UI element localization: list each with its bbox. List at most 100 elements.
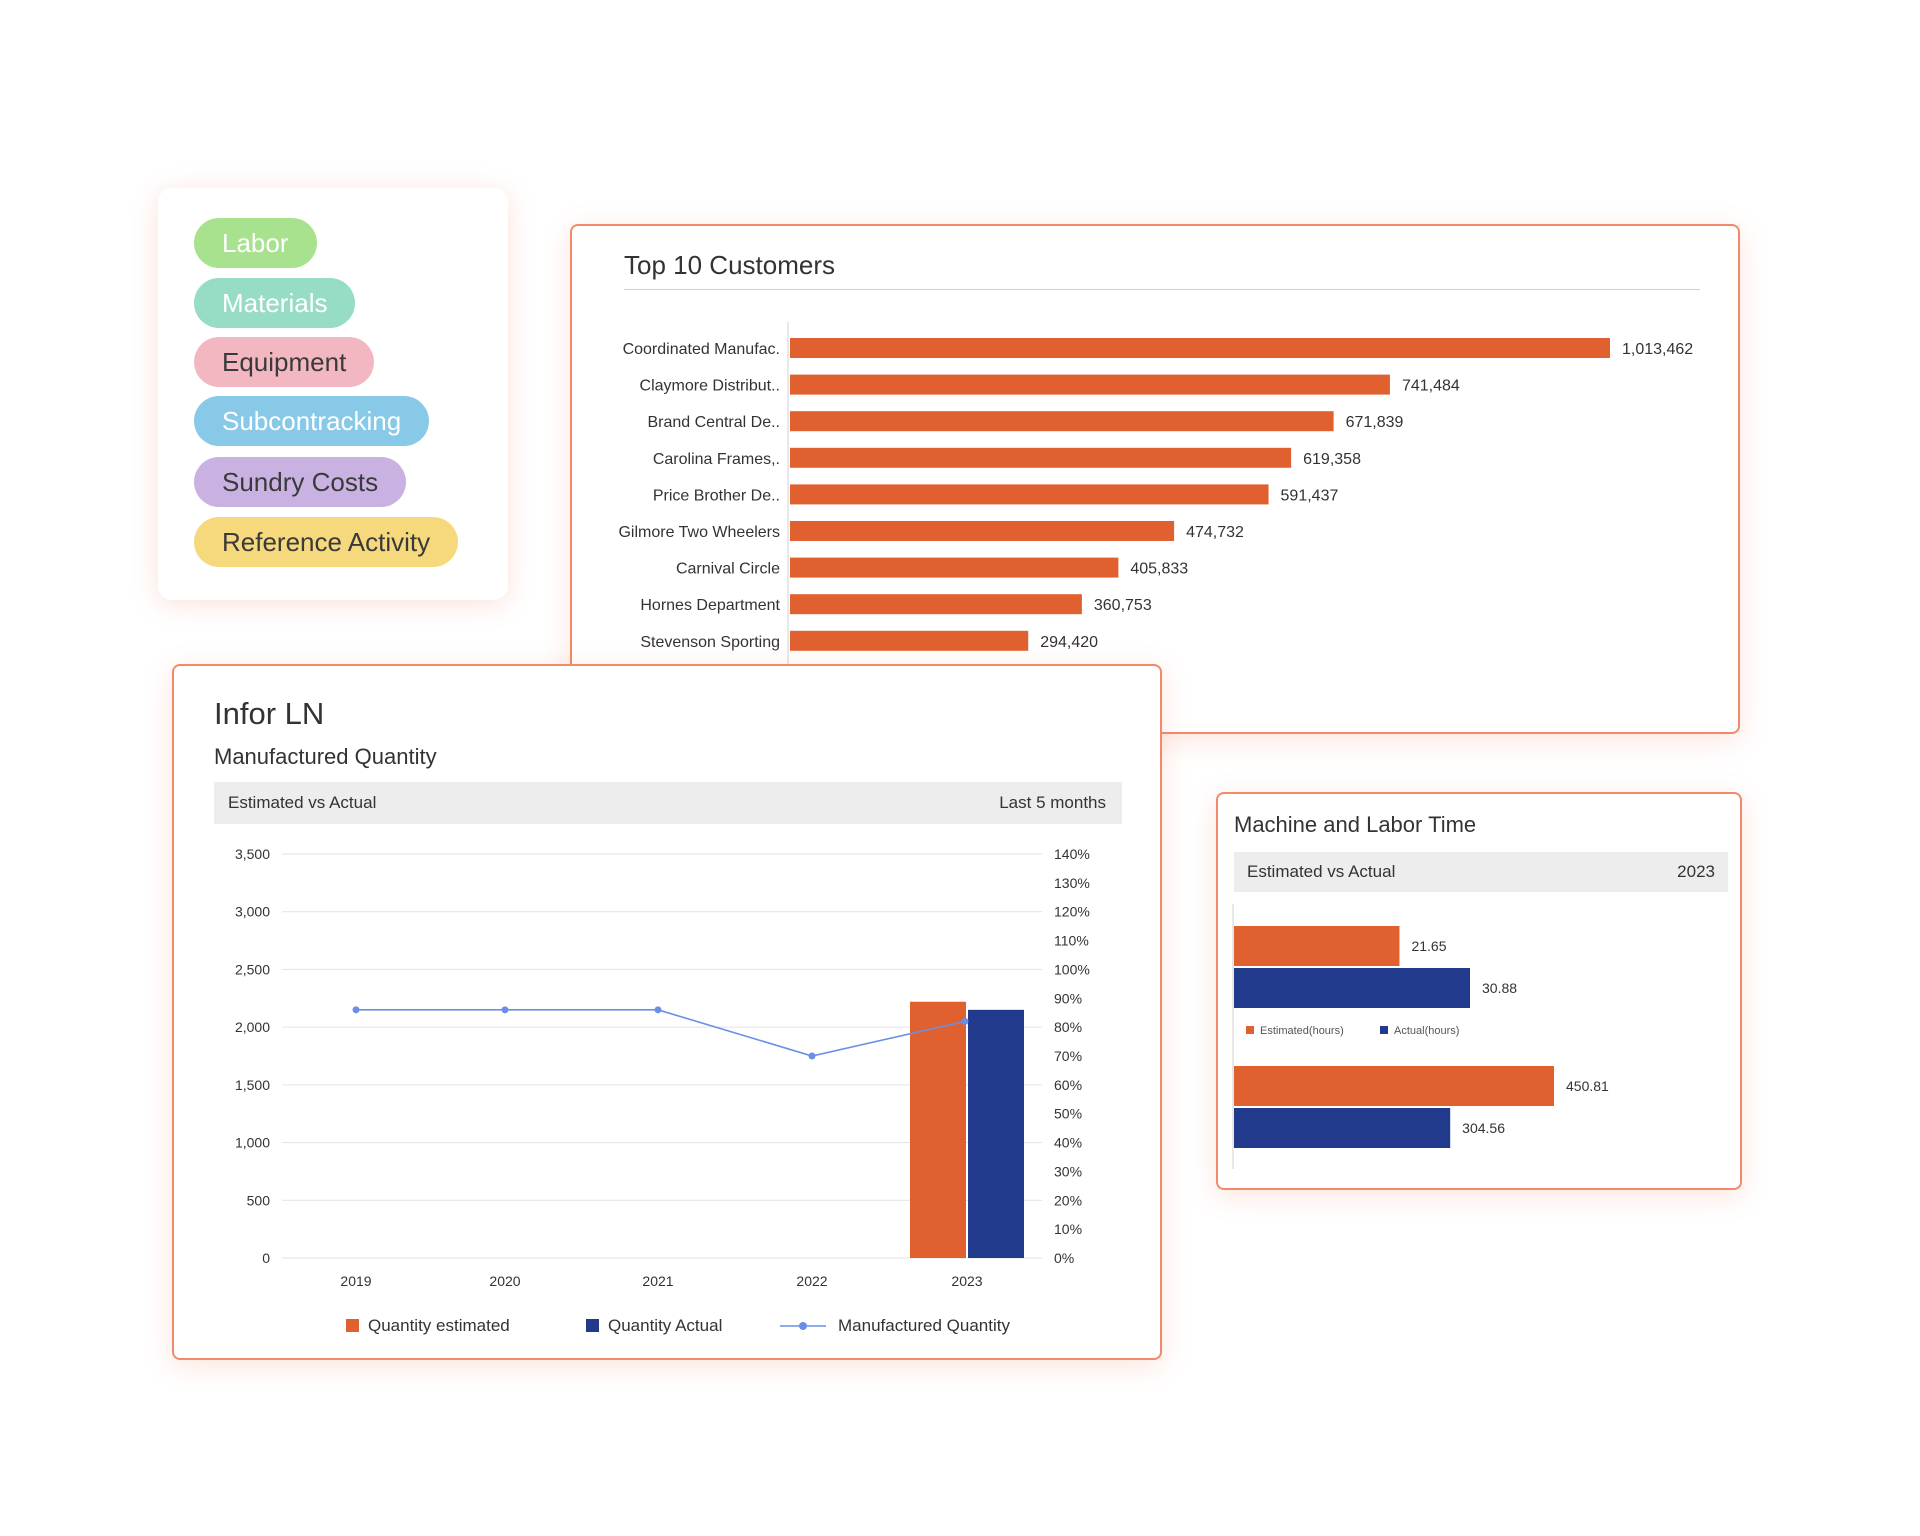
machine-labor-title: Machine and Labor Time xyxy=(1234,812,1477,837)
machine-subtitle-right: 2023 xyxy=(1677,862,1715,881)
category-label: Hornes Department xyxy=(640,597,780,614)
category-pill[interactable]: Reference Activity xyxy=(194,517,459,567)
x-tick-label: 2021 xyxy=(642,1273,673,1289)
data-label: 30.88 xyxy=(1482,980,1517,996)
bar-actual xyxy=(1234,1108,1451,1148)
y2-tick-label: 100% xyxy=(1054,961,1090,977)
bar xyxy=(790,447,1292,468)
data-label: 304.56 xyxy=(1462,1120,1505,1136)
y2-tick-label: 20% xyxy=(1054,1192,1082,1208)
bar xyxy=(790,557,1119,578)
category-label: Gilmore Two Wheelers xyxy=(618,524,780,541)
data-label: 474,732 xyxy=(1186,524,1244,541)
title-divider xyxy=(624,289,1700,290)
data-label: 741,484 xyxy=(1402,378,1460,395)
data-label: 405,833 xyxy=(1130,561,1188,578)
data-label: 671,839 xyxy=(1346,414,1404,431)
y2-tick-label: 130% xyxy=(1054,875,1090,891)
category-pill[interactable]: Labor xyxy=(194,218,317,268)
data-label: 619,358 xyxy=(1303,451,1361,468)
data-label: 591,437 xyxy=(1281,487,1339,504)
subtitle-left: Estimated vs Actual xyxy=(228,793,377,812)
x-tick-label: 2019 xyxy=(340,1273,371,1289)
categories-card: Labor Materials Equipment Subcontracking Sun… xyxy=(158,188,508,600)
manufactured-quantity-title: Manufactured Quantity xyxy=(214,744,437,769)
line-manufactured-quantity xyxy=(356,1009,966,1057)
line-point xyxy=(654,1006,662,1014)
category-pill[interactable]: Subcontracking xyxy=(194,396,430,446)
x-tick-label: 2023 xyxy=(951,1273,982,1289)
bar xyxy=(790,374,1390,395)
legend-label: Quantity estimated xyxy=(368,1316,510,1335)
y2-tick-label: 80% xyxy=(1054,1019,1082,1035)
legend-label: Manufactured Quantity xyxy=(838,1316,1010,1335)
subtitle-band: Estimated vs Actual Last 5 months xyxy=(214,782,1122,824)
legend-label: Actual(hours) xyxy=(1394,1025,1459,1037)
category-label: Price Brother De.. xyxy=(653,487,780,504)
data-label: 21.65 xyxy=(1411,938,1446,954)
subtitle-right: Last 5 months xyxy=(999,793,1106,812)
legend-swatch-actual xyxy=(1380,1026,1388,1034)
y2-tick-label: 30% xyxy=(1054,1163,1082,1179)
machine-labor-chart: 21.65 30.88 450.81 304.56 Estimated(hours) Ac… xyxy=(1232,904,1609,1169)
bar-estimated xyxy=(910,1001,966,1258)
legend-swatch-actual xyxy=(586,1319,599,1332)
y-tick-label: 1,000 xyxy=(235,1135,270,1151)
data-label: 1,013,462 xyxy=(1622,341,1693,358)
y2-tick-label: 0% xyxy=(1054,1250,1074,1266)
bar xyxy=(790,521,1175,541)
category-label: Brand Central De.. xyxy=(647,414,780,431)
y2-tick-label: 110% xyxy=(1054,933,1089,949)
bar xyxy=(790,484,1269,505)
line-point xyxy=(808,1052,816,1060)
y-tick-label: 3,500 xyxy=(235,846,270,862)
legend-label: Quantity Actual xyxy=(608,1316,722,1335)
top-customers-title: Top 10 Customers xyxy=(624,250,835,280)
y2-tick-label: 10% xyxy=(1054,1221,1082,1237)
line-point xyxy=(352,1006,360,1014)
machine-labor-card: Machine and Labor Time Estimated vs Actu… xyxy=(1216,792,1742,1190)
y-tick-label: 1,500 xyxy=(235,1077,270,1093)
category-label: Carnival Circle xyxy=(676,561,780,578)
line-point xyxy=(961,1017,969,1025)
y-tick-label: 2,000 xyxy=(235,1019,270,1035)
category-pill[interactable]: Materials xyxy=(194,278,356,328)
machine-subtitle-left: Estimated vs Actual xyxy=(1247,862,1396,881)
category-label: Carolina Frames,. xyxy=(653,451,780,468)
y2-tick-label: 120% xyxy=(1054,904,1090,920)
y2-tick-label: 50% xyxy=(1054,1106,1082,1122)
manufactured-quantity-card: Infor LN Manufactured Quantity Estimated… xyxy=(172,664,1162,1360)
top-customers-card: Top 10 Customers Coordinated Manufac. 1,0… xyxy=(570,224,1740,734)
app-title: Infor LN xyxy=(214,696,325,731)
category-pill[interactable]: Sundry Costs xyxy=(194,457,407,507)
bar xyxy=(790,630,1029,651)
data-label: 294,420 xyxy=(1040,634,1098,651)
y-tick-label: 3,000 xyxy=(235,904,270,920)
y-tick-label: 500 xyxy=(247,1192,271,1208)
category-pill[interactable]: Equipment xyxy=(194,337,375,387)
legend-swatch-estimated xyxy=(346,1319,359,1332)
legend-label: Estimated(hours) xyxy=(1260,1025,1344,1037)
y2-tick-label: 40% xyxy=(1054,1135,1082,1151)
legend-swatch-estimated xyxy=(1246,1026,1254,1034)
category-label: Stevenson Sporting xyxy=(640,634,780,651)
data-label: 450.81 xyxy=(1566,1078,1609,1094)
manufactured-quantity-chart: 0 500 1,000 1,500 2,000 2,500 3,000 3,500 0% 10% 2… xyxy=(235,846,1090,1335)
x-tick-label: 2022 xyxy=(796,1273,827,1289)
legend-line-point xyxy=(799,1322,807,1330)
bar-estimated xyxy=(1234,926,1400,966)
category-label: Claymore Distribut.. xyxy=(640,378,780,395)
y2-tick-label: 90% xyxy=(1054,990,1082,1006)
y-tick-label: 2,500 xyxy=(235,961,270,977)
y2-tick-label: 140% xyxy=(1054,846,1090,862)
machine-subtitle-band: Estimated vs Actual 2023 xyxy=(1234,852,1728,892)
bar-actual xyxy=(968,1009,1024,1258)
top-customers-chart: Coordinated Manufac. 1,013,462 Claymore Di… xyxy=(618,322,1693,698)
y-tick-label: 0 xyxy=(262,1250,270,1266)
bar-estimated xyxy=(1234,1066,1554,1106)
bar-actual xyxy=(1234,968,1470,1008)
bar xyxy=(790,338,1610,358)
bar xyxy=(790,594,1082,615)
x-tick-label: 2020 xyxy=(489,1273,520,1289)
bar xyxy=(790,411,1334,432)
